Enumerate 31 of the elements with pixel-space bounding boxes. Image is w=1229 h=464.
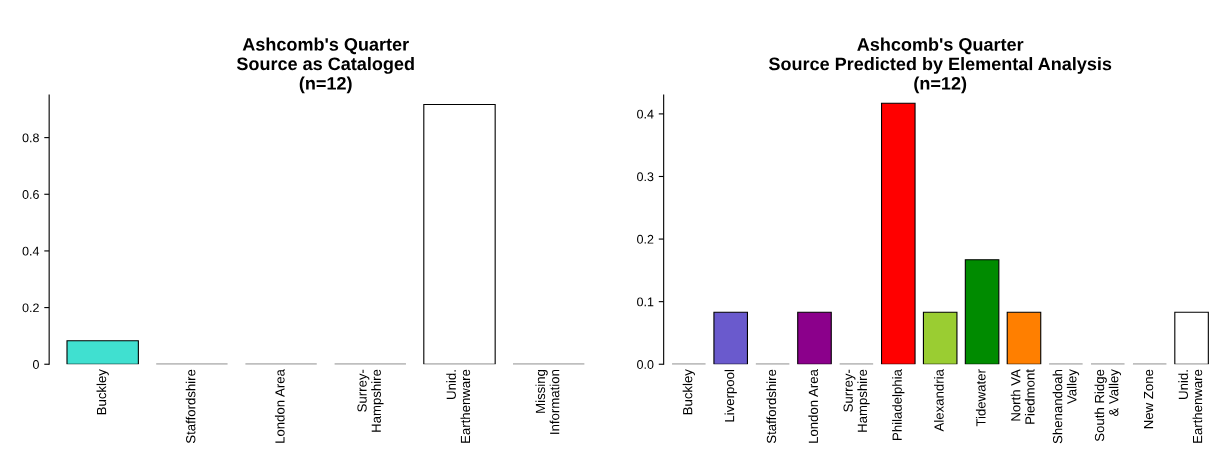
x-tick-label: Unid. Earthenware (446, 369, 471, 443)
y-tick-label: 0.3 (637, 172, 654, 182)
x-tick-label: South Ridge & Valley (1094, 369, 1122, 442)
x-tick-label: Missing Information (535, 369, 560, 434)
x-tick-label: London Area (274, 369, 285, 443)
x-tick-label: North VA Piedmont (1010, 369, 1035, 424)
x-tick-label: Buckley (96, 369, 109, 415)
chart-title: Ashcomb's Quarter Source as Cataloged (n=12) (236, 37, 414, 94)
x-tick-label: New Zone (1144, 369, 1154, 429)
x-tick-label: Surrey- Hampshire (843, 369, 870, 432)
y-tick-label: 0.2 (22, 303, 39, 313)
x-tick-label: Surrey- Hampshire (357, 369, 384, 432)
x-tick-label: Staffordshire (766, 369, 777, 444)
y-tick-label: 0.4 (22, 246, 40, 256)
x-tick-label: Tidewater (975, 369, 986, 427)
y-tick-label: 0.4 (637, 109, 654, 119)
y-tick-label: 0 (32, 360, 39, 369)
y-tick-label: 0.1 (637, 297, 654, 307)
y-tick-label: 0.6 (22, 190, 39, 199)
x-tick-label: London Area (808, 369, 819, 443)
x-tick-label: Buckley (682, 369, 695, 415)
y-tick-label: 0.0 (637, 360, 654, 369)
y-tick-label: 0.8 (22, 133, 39, 143)
y-tick-label: 0.2 (637, 234, 654, 244)
x-tick-label: Unid. Earthenware (1178, 369, 1203, 443)
x-tick-label: Staffordshire (185, 369, 196, 444)
x-tick-label: Alexandria (934, 369, 944, 432)
x-tick-label: Liverpool (724, 369, 737, 422)
x-tick-label: Philadelphia (892, 369, 905, 440)
x-tick-label: Shenandoah Valley (1052, 369, 1080, 444)
chart-title: Ashcomb's Quarter Source Predicted by Elemental Analysis (n=12) (768, 37, 1112, 94)
